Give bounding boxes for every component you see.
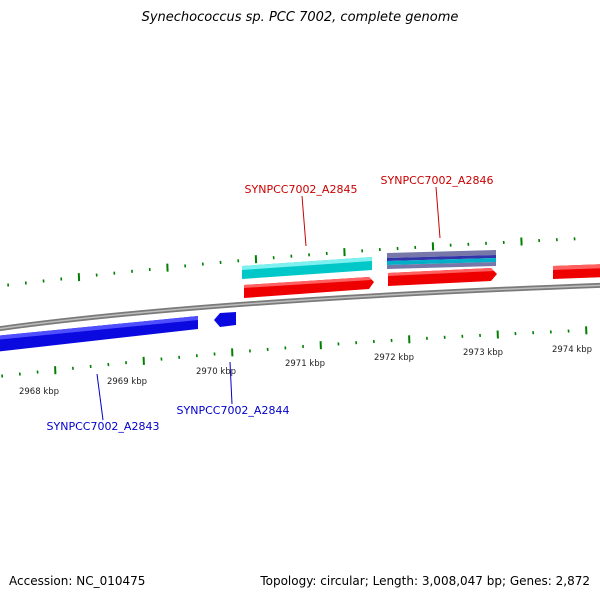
- scale-label: 2973 kbp: [463, 348, 503, 358]
- scale-label: 2969 kbp: [107, 377, 147, 387]
- gene-label-a2843[interactable]: SYNPCC7002_A2843: [47, 420, 160, 433]
- accession-info: Accession: NC_010475: [9, 574, 145, 588]
- topology-value: circular: [320, 574, 365, 588]
- accession-label: Accession:: [9, 574, 73, 588]
- genome-summary: Topology: circular; Length: 3,008,047 bp…: [260, 574, 590, 588]
- gene-a2844-feature[interactable]: [214, 312, 236, 327]
- gene-a2845-leader: [301, 195, 307, 247]
- outer-tick-track: [7, 237, 576, 287]
- gene-a2846-multi-feature[interactable]: [387, 250, 496, 269]
- genes-value: 2,872: [555, 574, 590, 588]
- accession-value: NC_010475: [76, 574, 146, 588]
- gene-a2843-leader: [96, 373, 104, 421]
- genes-label: Genes:: [509, 574, 552, 588]
- inner-tick-track: [1, 326, 588, 378]
- gene-a2845-feature[interactable]: [244, 277, 374, 298]
- gene-a2844-leader: [229, 361, 233, 405]
- scale-label: 2970 kbp: [196, 367, 236, 377]
- scale-label: 2974 kbp: [552, 345, 592, 355]
- gene-label-a2846[interactable]: SYNPCC7002_A2846: [381, 174, 494, 187]
- gene-a2843-feature[interactable]: [0, 316, 198, 352]
- length-label: Length:: [372, 574, 419, 588]
- gene-a2846-feature[interactable]: [388, 268, 497, 286]
- scale-label: 2971 kbp: [285, 359, 325, 369]
- scale-label: 2968 kbp: [19, 387, 59, 397]
- length-value: 3,008,047 bp: [421, 574, 502, 588]
- gene-label-a2845[interactable]: SYNPCC7002_A2845: [245, 183, 358, 196]
- gene-label-a2844[interactable]: SYNPCC7002_A2844: [177, 404, 290, 417]
- scale-label: 2972 kbp: [374, 353, 414, 363]
- topology-label: Topology:: [260, 574, 317, 588]
- gene-next-feature[interactable]: [553, 264, 600, 279]
- gene-a2846-leader: [435, 186, 441, 239]
- map-title: Synechococcus sp. PCC 7002, complete gen…: [141, 10, 459, 25]
- gene-a2845-cyan-feature[interactable]: [242, 257, 372, 279]
